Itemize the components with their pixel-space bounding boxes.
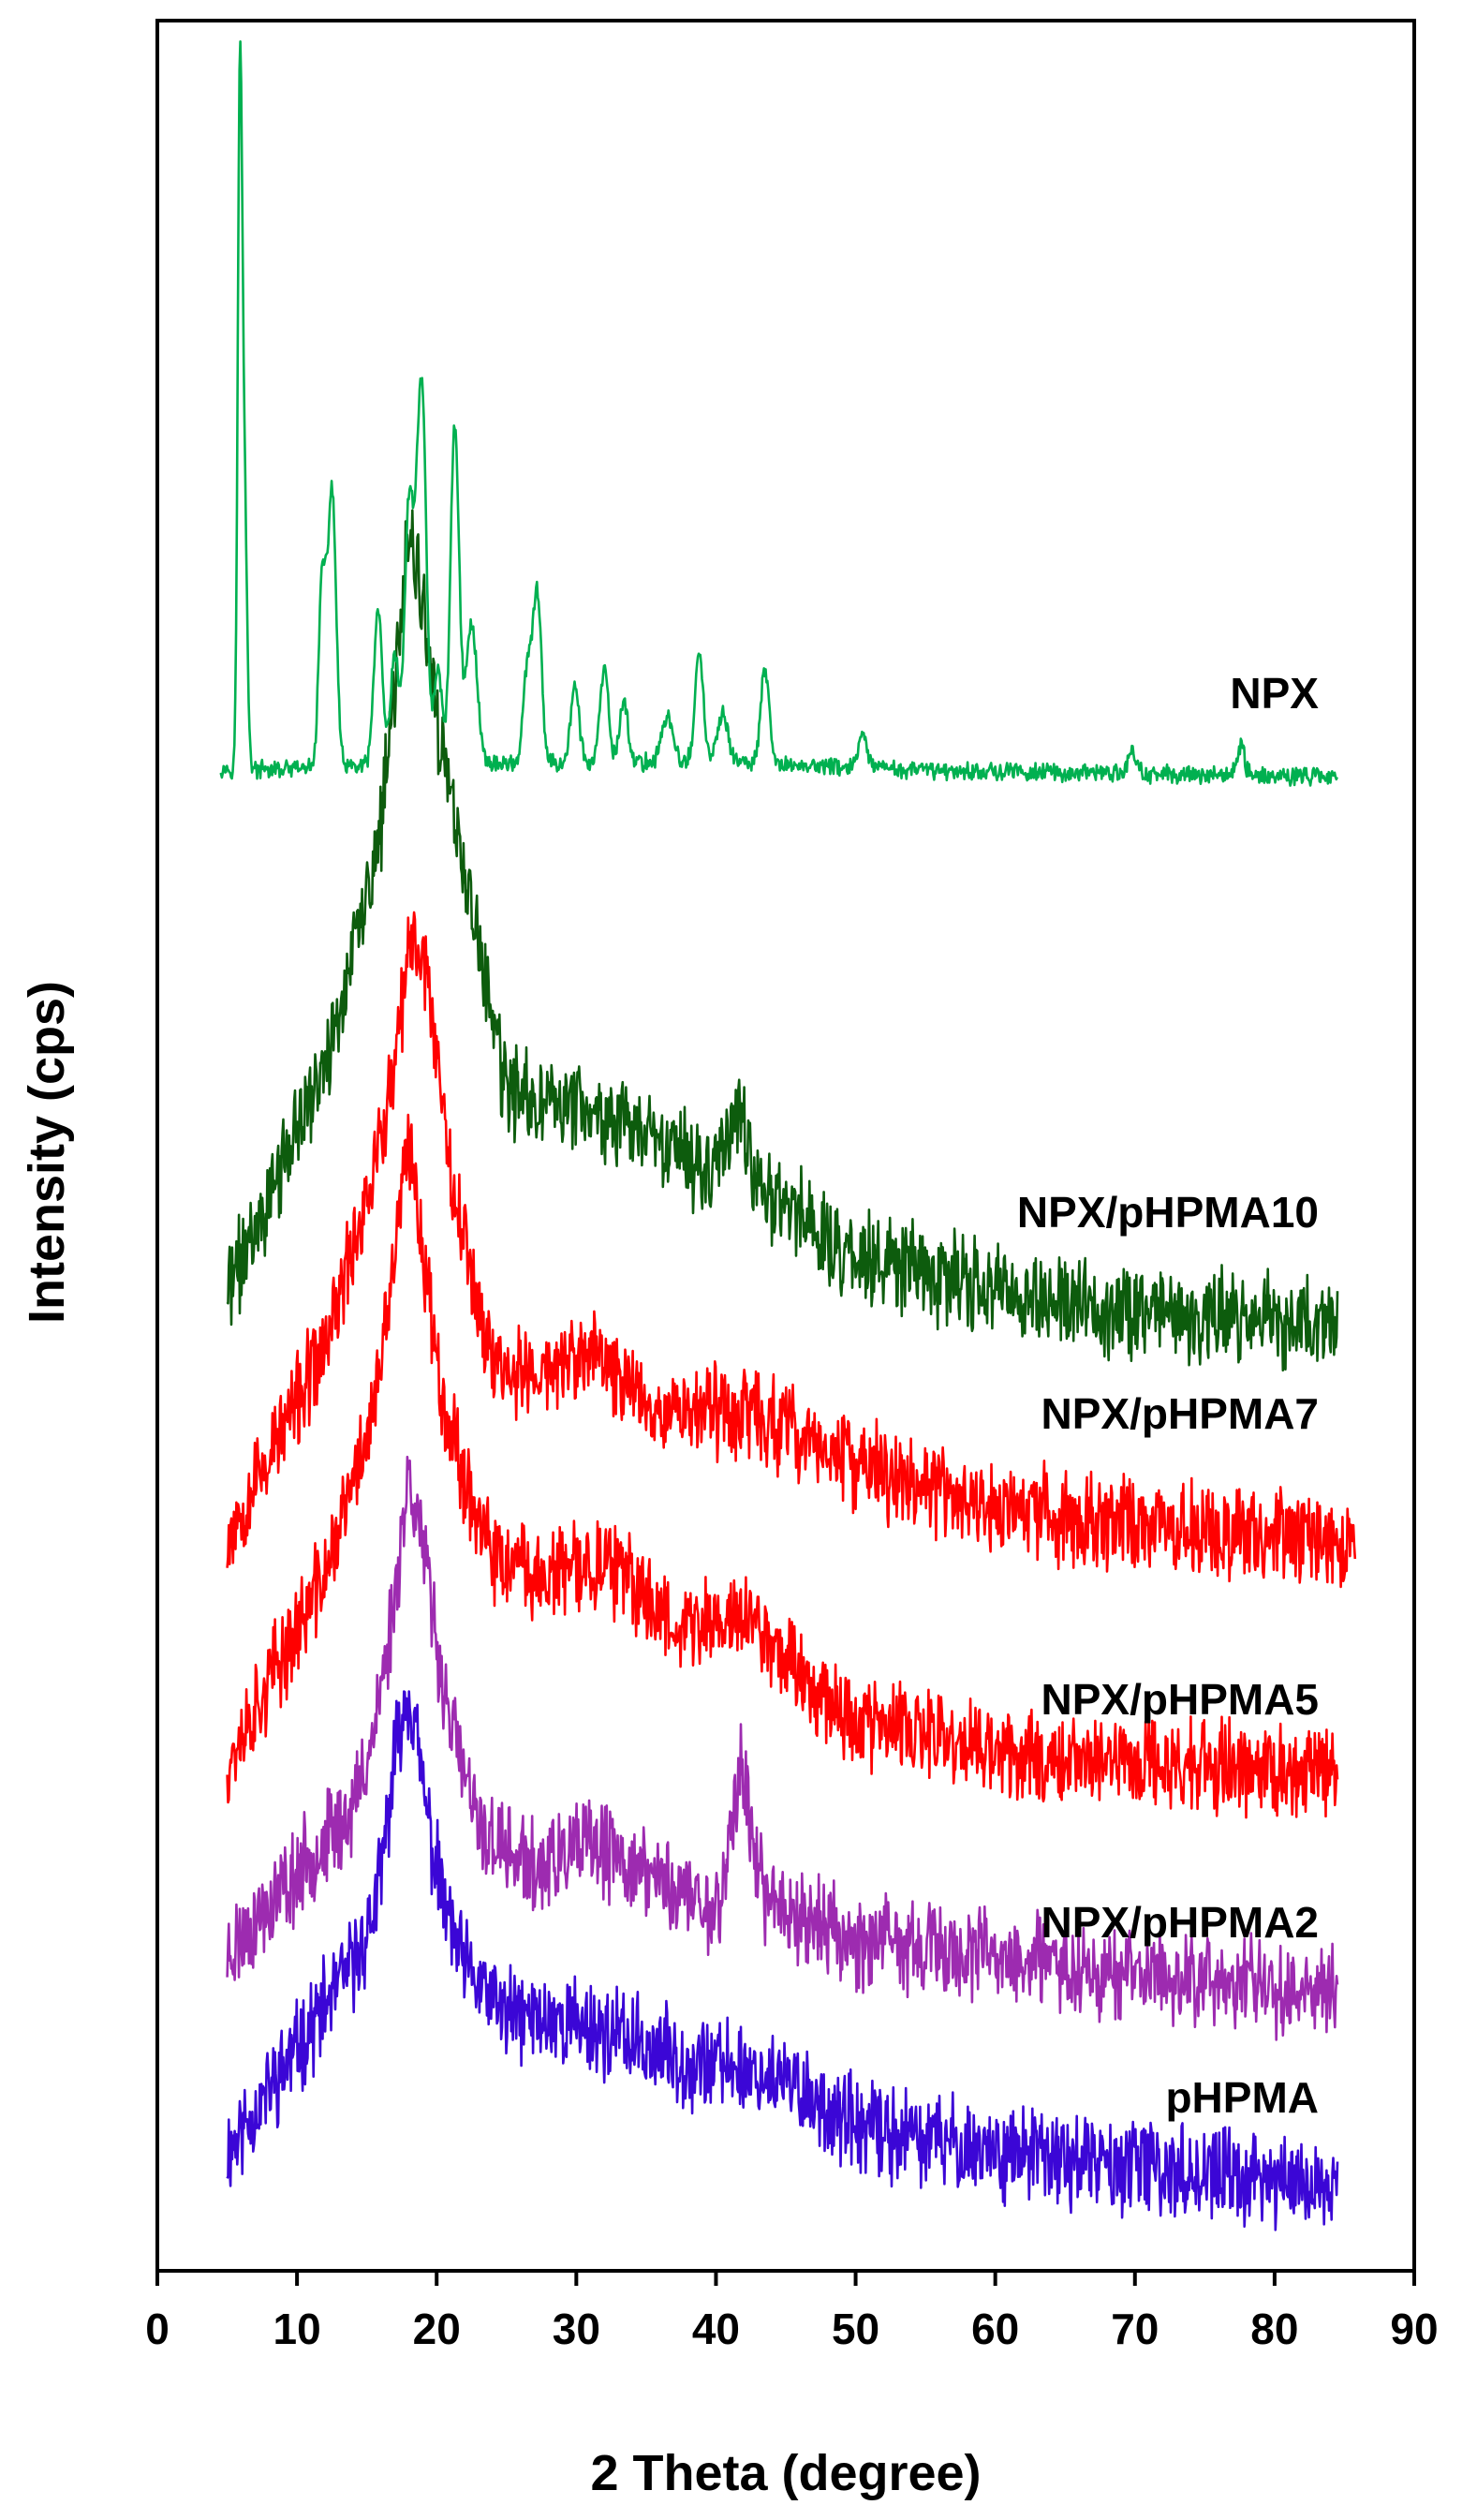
series-line-npx-phpma7 <box>226 911 1357 1589</box>
x-axis-title: 2 Theta (degree) <box>590 2445 981 2501</box>
y-axis-title: Intensity (cps) <box>19 981 75 1324</box>
x-axis: 0 10 20 30 40 50 60 70 80 90 <box>145 2271 1439 2353</box>
series-labels: pHPMA NPX/pHPMA2 NPX/pHPMA5 NPX/pHPMA7 NPX/p… <box>1017 669 1319 2122</box>
series-layer <box>219 40 1357 2231</box>
series-label-npx-phpma7: NPX/pHPMA7 <box>1041 1389 1319 1438</box>
x-tick-label-40: 40 <box>692 2305 740 2353</box>
x-tick-label-10: 10 <box>273 2305 321 2353</box>
series-line-npx-phpma10 <box>226 509 1339 1371</box>
series-label-npx-phpma10: NPX/pHPMA10 <box>1017 1188 1319 1237</box>
x-tick-label-90: 90 <box>1390 2305 1438 2353</box>
series-label-npx: NPX <box>1230 669 1319 718</box>
x-tick-label-60: 60 <box>971 2305 1019 2353</box>
x-tick-label-50: 50 <box>832 2305 879 2353</box>
series-line-phpma <box>226 1690 1339 2231</box>
x-tick-label-70: 70 <box>1111 2305 1159 2353</box>
series-label-phpma: pHPMA <box>1165 2073 1319 2122</box>
series-line-npx-phpma2 <box>226 1455 1339 2041</box>
x-tick-label-20: 20 <box>413 2305 461 2353</box>
plot-frame <box>155 19 1416 2273</box>
x-tick-label-30: 30 <box>553 2305 600 2353</box>
series-label-npx-phpma2: NPX/pHPMA2 <box>1041 1898 1319 1947</box>
series-line-npx-phpma5 <box>226 1113 1339 1819</box>
series-label-npx-phpma5: NPX/pHPMA5 <box>1041 1675 1319 1724</box>
x-tick-label-0: 0 <box>145 2305 170 2353</box>
x-tick-label-80: 80 <box>1250 2305 1298 2353</box>
series-line-npx <box>219 40 1338 787</box>
